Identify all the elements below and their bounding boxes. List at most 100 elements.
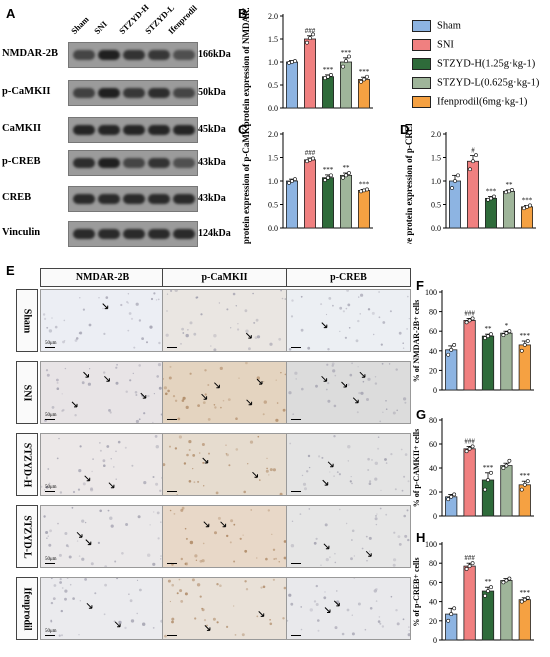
data-point — [510, 188, 514, 192]
cell-stain-dot — [181, 399, 185, 402]
data-point — [522, 343, 527, 347]
cell-stain-dot — [163, 386, 167, 390]
cell-stain-dot — [252, 292, 254, 295]
cell-stain-dot — [45, 485, 49, 489]
data-point — [365, 187, 369, 192]
data-point — [449, 347, 454, 352]
cell-stain-dot — [360, 293, 364, 297]
cell-stain-dot — [225, 453, 228, 455]
cell-stain-dot — [146, 341, 148, 344]
data-point — [483, 593, 487, 598]
cell-stain-dot — [345, 307, 348, 310]
blot-strip — [68, 42, 198, 68]
cell-stain-dot — [269, 342, 273, 346]
cell-stain-dot — [402, 347, 405, 349]
scale-bar — [291, 635, 301, 636]
cell-stain-dot — [171, 617, 175, 621]
data-point — [489, 585, 493, 590]
significance-label: # — [471, 147, 475, 155]
cell-stain-dot — [189, 321, 193, 325]
cell-stain-dot — [188, 440, 192, 444]
cell-stain-dot — [384, 458, 387, 461]
scale-bar — [291, 419, 301, 420]
cell-stain-dot — [356, 411, 359, 414]
arrow-icon — [322, 479, 329, 486]
cell-stain-dot — [359, 313, 361, 315]
cell-stain-dot — [377, 447, 380, 450]
significance-label: *** — [520, 472, 531, 480]
cell-stain-dot — [56, 378, 59, 382]
cell-stain-dot — [107, 509, 110, 512]
arrow-icon — [252, 471, 258, 478]
cell-stain-dot — [132, 372, 134, 375]
data-point — [365, 74, 369, 79]
bar — [481, 479, 495, 517]
cell-stain-dot — [49, 529, 52, 533]
y-tick-label: 0.0 — [268, 104, 278, 113]
data-point — [501, 333, 506, 338]
cell-stain-dot — [195, 559, 198, 561]
cell-stain-dot — [215, 491, 219, 495]
blot-band — [73, 194, 95, 204]
data-point — [290, 179, 294, 183]
cell-stain-dot — [269, 468, 273, 472]
arrow-icon — [83, 371, 89, 378]
data-point — [453, 179, 457, 183]
cell-stain-dot — [159, 489, 162, 492]
cell-stain-dot — [171, 620, 174, 624]
significance-label: ** — [485, 325, 493, 333]
cell-stain-dot — [153, 511, 155, 513]
y-tick-label: 40 — [429, 464, 437, 473]
cell-stain-dot — [84, 578, 87, 581]
cell-stain-dot — [193, 332, 197, 336]
cell-stain-dot — [136, 579, 139, 581]
cell-stain-dot — [104, 583, 107, 587]
cell-stain-dot — [65, 544, 69, 547]
cell-stain-dot — [59, 491, 63, 494]
cell-stain-dot — [368, 536, 372, 540]
legend-swatch — [412, 77, 431, 89]
cell-stain-dot — [78, 634, 80, 636]
cell-stain-dot — [376, 513, 378, 515]
cell-stain-dot — [360, 391, 364, 395]
cell-stain-dot — [201, 443, 205, 446]
cell-stain-dot — [407, 633, 410, 637]
cell-stain-dot — [320, 564, 322, 566]
cell-stain-dot — [368, 482, 372, 485]
cell-stain-dot — [187, 329, 189, 331]
blot-kda-label: 43kDa — [198, 157, 226, 168]
cell-stain-dot — [350, 557, 353, 561]
data-point — [323, 76, 327, 81]
cell-stain-dot — [232, 292, 236, 296]
data-point — [446, 352, 451, 357]
ihc-column-header: NMDAR-2B — [40, 268, 165, 287]
cell-stain-dot — [398, 331, 402, 335]
blot-protein-label: CREB — [2, 192, 32, 203]
cell-stain-dot — [327, 348, 330, 351]
cell-stain-dot — [56, 457, 59, 460]
data-point — [470, 316, 475, 321]
cell-stain-dot — [379, 420, 382, 423]
cell-stain-dot — [143, 412, 146, 415]
panel-letter-c: C — [238, 122, 248, 137]
cell-stain-dot — [127, 293, 130, 295]
cell-stain-dot — [50, 578, 53, 580]
cell-stain-dot — [309, 608, 313, 612]
cell-stain-dot — [366, 398, 369, 401]
cell-stain-dot — [332, 304, 334, 307]
cell-stain-dot — [382, 321, 386, 324]
cell-stain-dot — [94, 592, 97, 595]
blot-protein-label: p-CaMKII — [2, 86, 51, 97]
cell-stain-dot — [291, 520, 294, 522]
cell-stain-dot — [126, 300, 129, 304]
blot-protein-label: p-CREB — [2, 156, 41, 167]
cell-stain-dot — [287, 619, 289, 622]
cell-stain-dot — [315, 603, 319, 606]
cell-stain-dot — [103, 464, 106, 467]
cell-stain-dot — [163, 463, 166, 467]
significance-label: ### — [464, 309, 475, 317]
cell-stain-dot — [48, 482, 51, 485]
cell-stain-dot — [244, 549, 248, 553]
cell-stain-dot — [152, 562, 156, 566]
lane-label: Sham — [68, 14, 91, 37]
